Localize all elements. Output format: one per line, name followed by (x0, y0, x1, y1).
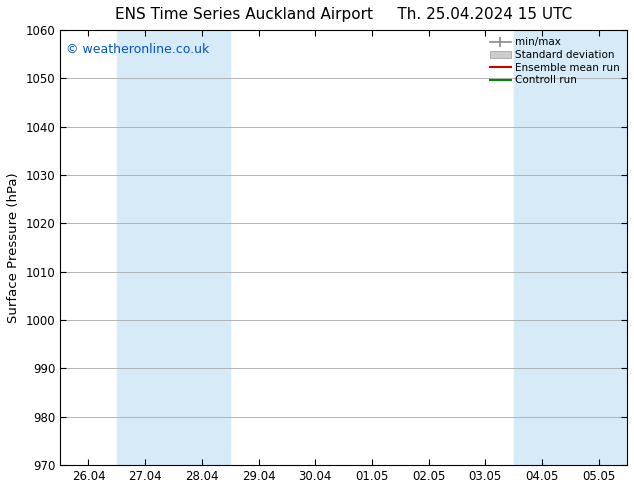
Text: © weatheronline.co.uk: © weatheronline.co.uk (66, 43, 209, 56)
Bar (514, 30, 634, 465)
Legend: min/max, Standard deviation, Ensemble mean run, Controll run: min/max, Standard deviation, Ensemble me… (488, 35, 622, 87)
Y-axis label: Surface Pressure (hPa): Surface Pressure (hPa) (7, 172, 20, 323)
Bar (117, 30, 230, 465)
Title: ENS Time Series Auckland Airport     Th. 25.04.2024 15 UTC: ENS Time Series Auckland Airport Th. 25.… (115, 7, 573, 22)
